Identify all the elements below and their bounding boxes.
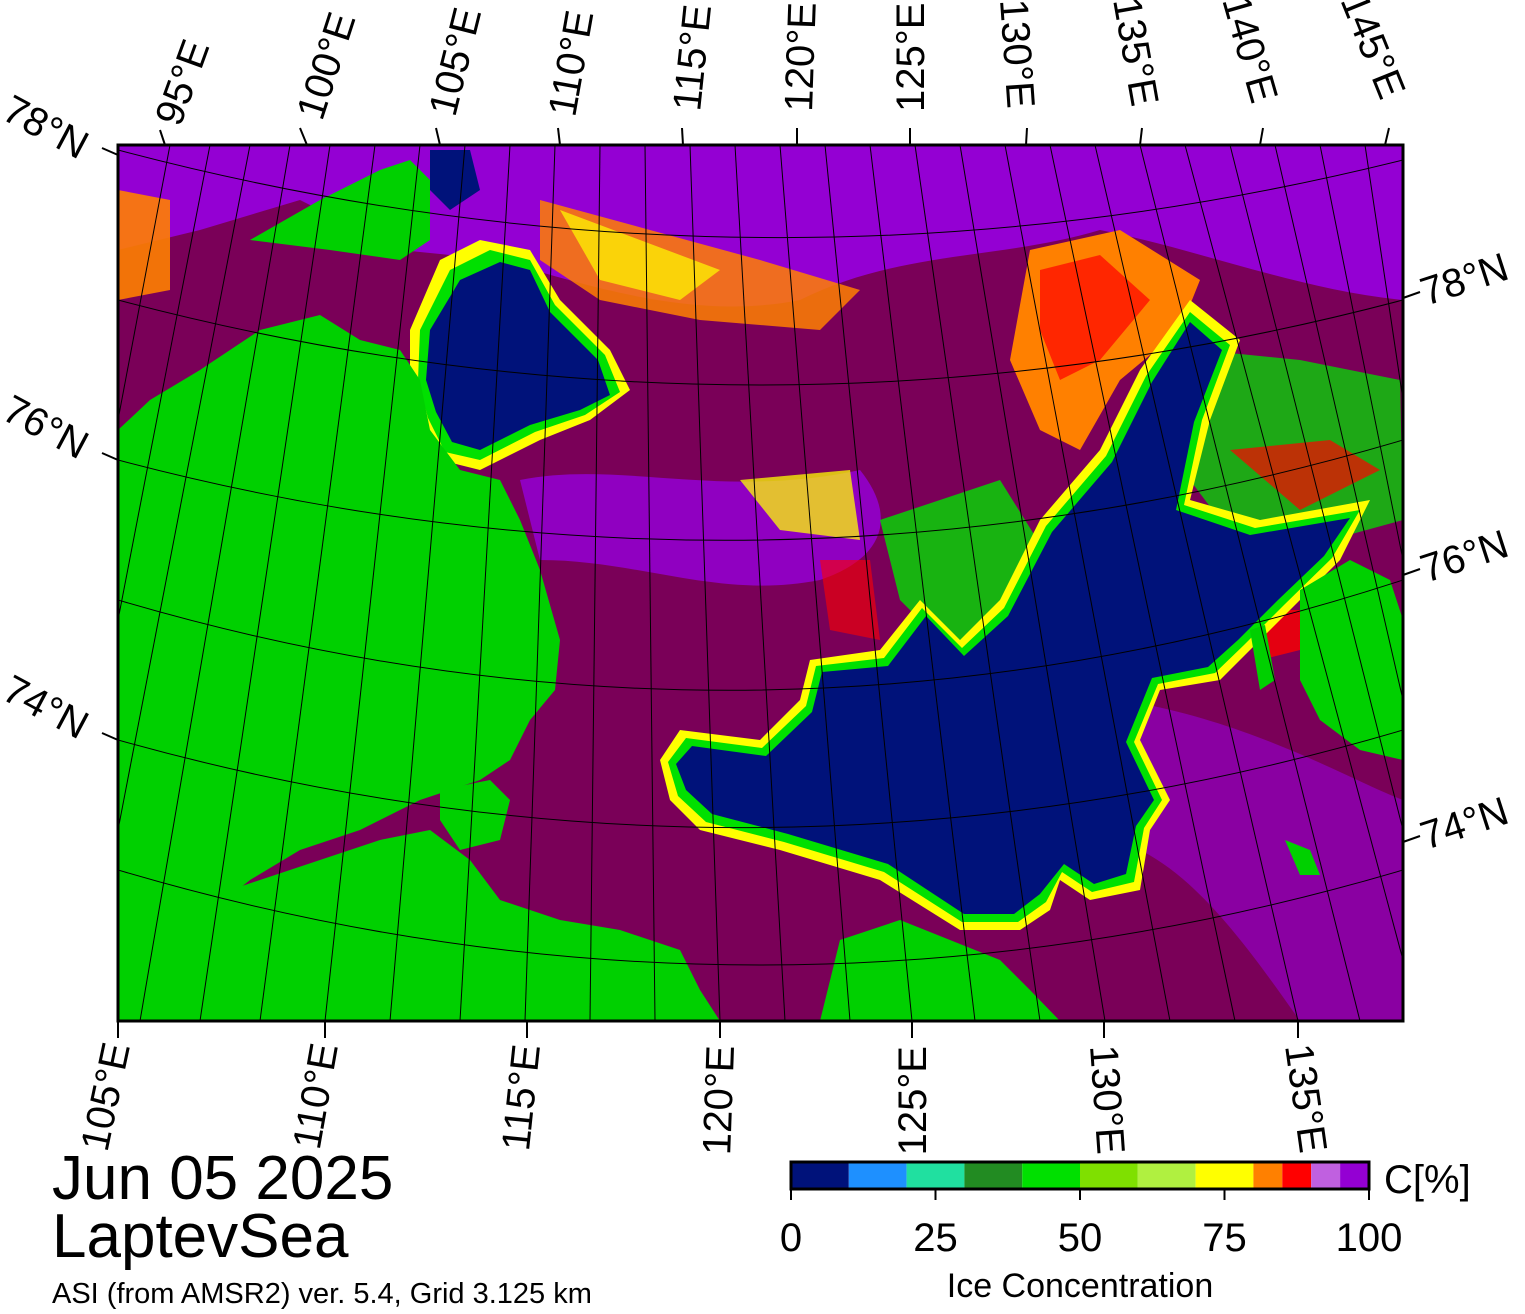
date-title: Jun 05 2025 [52, 1144, 394, 1213]
tick-marks [101, 127, 1421, 1038]
land [118, 160, 1403, 1021]
colorbar-bin [1022, 1162, 1080, 1189]
top-lon-label: 145°E [1332, 0, 1414, 105]
bottom-lon-label: 120°E [695, 1045, 743, 1156]
colorbar-bin [848, 1162, 907, 1189]
map-frame [116, 143, 1405, 1023]
map-field [118, 145, 1403, 1021]
top-lon-label: 115°E [665, 2, 720, 112]
colorbar-bin [1282, 1162, 1312, 1189]
island-begichev [440, 780, 510, 850]
right-lat-labels: 78°N 76°N 74°N [1415, 245, 1514, 858]
colorbar-bin [1340, 1162, 1369, 1189]
colorbar-bin [1080, 1162, 1138, 1189]
left-lat-label: 76°N [0, 387, 95, 468]
left-lat-label: 78°N [0, 87, 95, 168]
bottom-lon-label: 130°E [1081, 1044, 1133, 1156]
colorbar-ticks [790, 1189, 1370, 1200]
colorbar-bin [791, 1162, 849, 1189]
small-island-2 [1285, 840, 1320, 875]
top-lon-label: 105°E [421, 3, 490, 120]
colorbar-bin [1311, 1162, 1341, 1189]
colorbar-bin [1253, 1162, 1283, 1189]
colorbar-bin [964, 1162, 1023, 1189]
bottom-lon-label: 110°E [285, 1040, 347, 1152]
top-lon-label: 140°E [1213, 0, 1285, 108]
taymyr-peninsula [118, 315, 560, 960]
colorbar-bin [906, 1162, 965, 1189]
right-lat-label: 74°N [1415, 789, 1514, 858]
colorbar-tick-label: 0 [779, 1216, 803, 1260]
top-lon-label: 110°E [541, 7, 603, 119]
top-lon-label: 125°E [889, 3, 933, 112]
severnaya-zemlya [250, 160, 430, 260]
colorbar-tick-label: 75 [1202, 1216, 1247, 1260]
top-lon-label: 130°E [991, 0, 1043, 110]
top-lon-labels: 95°E 100°E 105°E 110°E 115°E 120°E 125°E… [147, 0, 1413, 131]
colorbar-tick-label: 25 [913, 1216, 958, 1260]
left-lat-labels: 78°N 76°N 74°N [0, 87, 95, 748]
colorbar-bin [1195, 1162, 1254, 1189]
right-lat-label: 76°N [1415, 522, 1514, 591]
colorbar-bin [1137, 1162, 1196, 1189]
colorbar-unit: C[%] [1384, 1158, 1471, 1202]
small-island [1250, 625, 1275, 690]
top-lon-label: 95°E [147, 34, 218, 131]
colorbar-tick-label: 50 [1057, 1216, 1103, 1260]
source-text: ASI (from AMSR2) ver. 5.4, Grid 3.125 km [52, 1278, 592, 1310]
colorbar-title: Ice Concentration [946, 1267, 1214, 1305]
right-lat-label: 78°N [1415, 245, 1514, 314]
bottom-lon-label: 135°E [1276, 1041, 1335, 1155]
region-title: LaptevSea [52, 1202, 349, 1271]
colorbar-tick-label: 100 [1335, 1216, 1403, 1260]
bottom-lon-labels: 105°E 110°E 115°E 120°E 125°E 130°E 135°… [73, 1039, 1335, 1156]
left-lat-label: 74°N [0, 667, 95, 748]
top-lon-label: 135°E [1104, 0, 1166, 109]
siberian-coast-west [118, 830, 720, 1021]
graticule [118, 145, 1403, 1021]
new-siberian-islands [1300, 560, 1403, 760]
top-lon-label: 120°E [777, 1, 825, 112]
colorbar [791, 1162, 1369, 1189]
open-water [410, 150, 1370, 930]
bottom-lon-label: 105°E [73, 1039, 139, 1155]
top-lon-label: 100°E [289, 7, 365, 125]
ice-purple-east [1120, 700, 1403, 1021]
bottom-lon-label: 115°E [494, 1042, 549, 1152]
lena-delta [820, 920, 1060, 1021]
bottom-lon-label: 125°E [891, 1046, 935, 1155]
